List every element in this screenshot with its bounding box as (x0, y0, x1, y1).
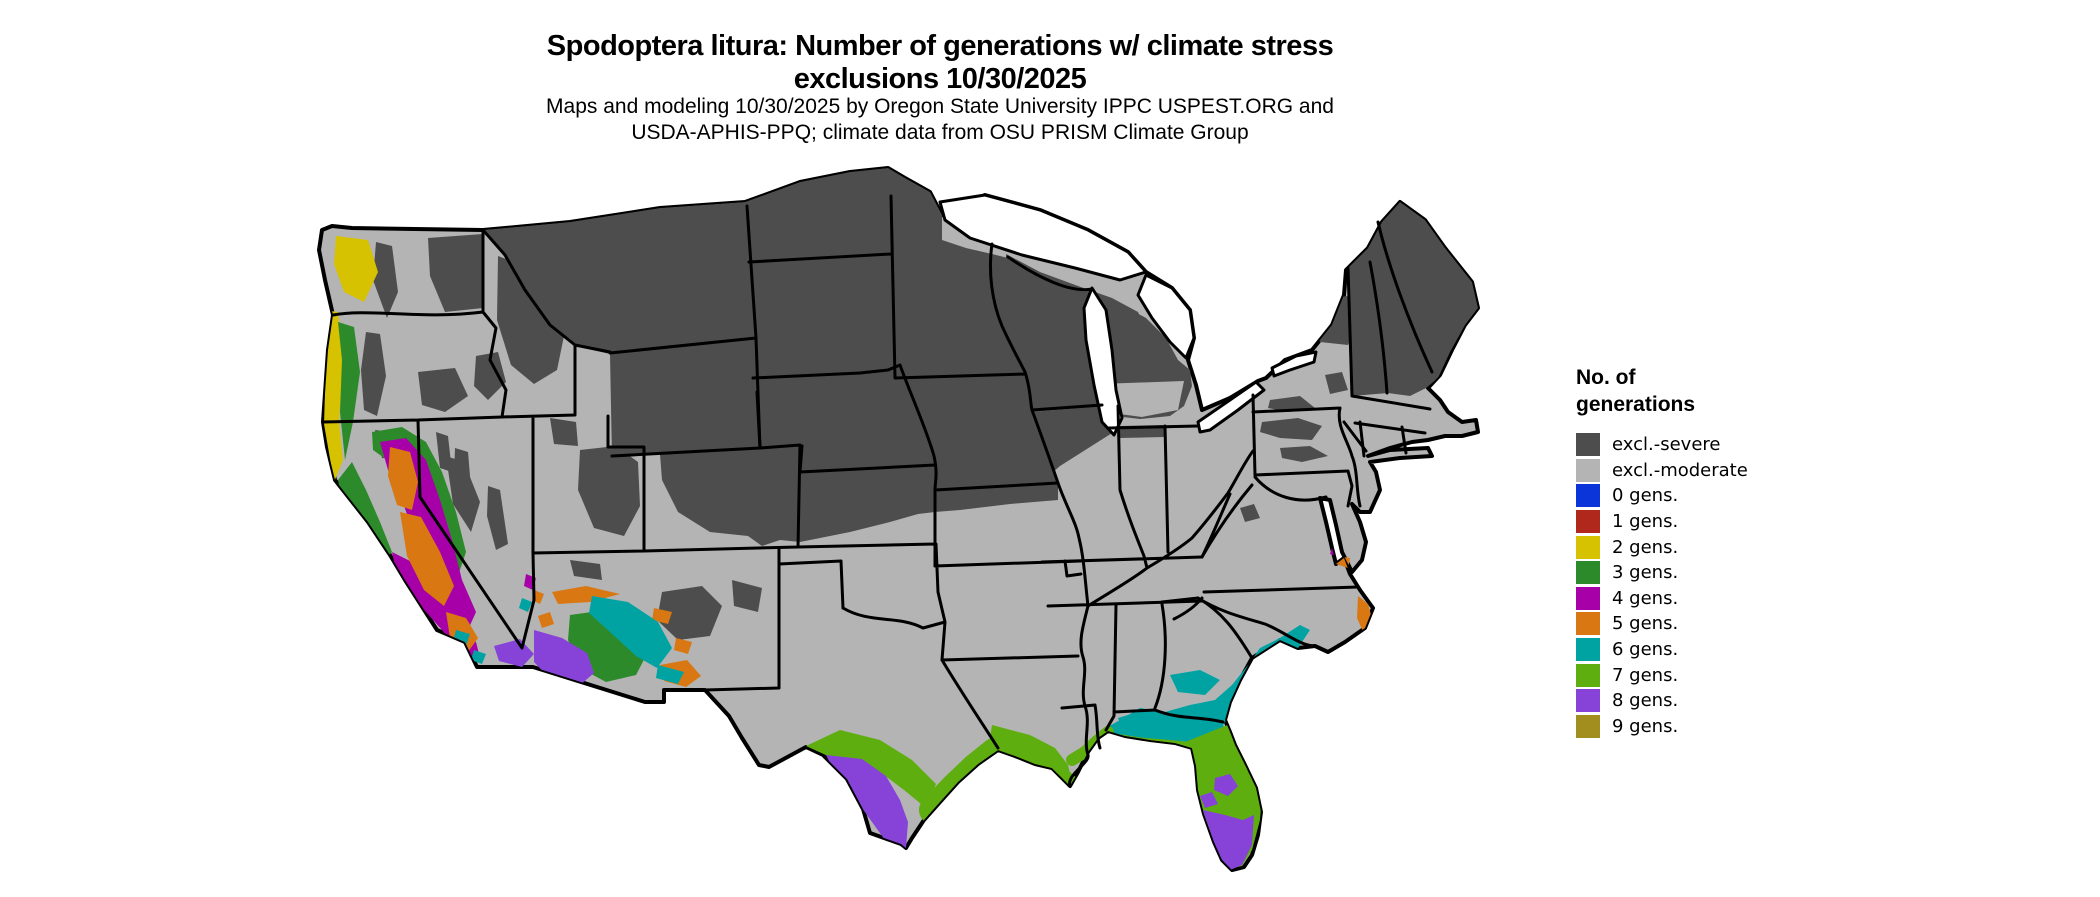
puget-sound (346, 246, 366, 290)
legend-swatch (1576, 638, 1600, 662)
zone-5-gens (388, 447, 1373, 870)
lake-huron (1136, 273, 1196, 360)
us-map-svg (317, 166, 1480, 872)
legend-swatch (1576, 612, 1600, 636)
map-title-line2: exclusions 10/30/2025 (793, 63, 1087, 95)
legend-item-label: 7 gens. (1612, 664, 1679, 686)
legend-item-label: 8 gens. (1612, 690, 1679, 712)
legend-swatch (1576, 663, 1600, 687)
legend-title-line2: generations (1576, 393, 1696, 416)
legend-title-line1: No. of (1576, 366, 1636, 389)
legend-item: 7 gens. (1576, 662, 1836, 688)
map-subtitle-line2: USDA-APHIS-PPQ; climate data from OSU PR… (631, 121, 1249, 144)
us-outline (317, 166, 1480, 872)
lake-superior (938, 193, 1148, 282)
legend-items: excl.-severe excl.-moderate 0 gens. 1 gens.… (1576, 432, 1836, 739)
zone-2-gens (324, 236, 378, 482)
legend-swatch (1576, 484, 1600, 508)
legend-item-label: 0 gens. (1612, 485, 1679, 507)
legend-item-label: excl.-severe (1612, 434, 1721, 456)
map-legend: No. of generations excl.-severe excl.-mod… (1576, 364, 1836, 739)
state-borders (321, 194, 1434, 788)
lake-erie (1196, 380, 1266, 434)
legend-swatch (1576, 510, 1600, 534)
legend-item: 9 gens. (1576, 714, 1836, 740)
legend-swatch (1576, 433, 1600, 457)
zone-1-gen (322, 294, 327, 300)
legend-item-label: excl.-moderate (1612, 459, 1748, 481)
zone-9-gens (875, 836, 884, 844)
legend-swatch (1576, 458, 1600, 482)
legend-swatch (1576, 586, 1600, 610)
legend-swatch (1576, 561, 1600, 585)
lake-michigan (1082, 286, 1124, 437)
map-title: Spodoptera litura: Number of generations… (0, 30, 1880, 96)
michigan-south-moderate (1100, 381, 1184, 417)
legend-swatch (1576, 714, 1600, 738)
zone-4-gens (380, 438, 1338, 662)
legend-item-label: 4 gens. (1612, 587, 1679, 609)
legend-swatch (1576, 689, 1600, 713)
legend-item: 0 gens. (1576, 483, 1836, 509)
zone-3-gens (338, 322, 648, 682)
map-title-line1: Spodoptera litura: Number of generations… (546, 30, 1334, 62)
legend-item: 1 gens. (1576, 509, 1836, 535)
legend-item-label: 5 gens. (1612, 613, 1679, 635)
us-generations-map (240, 160, 1560, 892)
legend-item-label: 9 gens. (1612, 715, 1679, 737)
legend-item: excl.-moderate (1576, 458, 1836, 484)
legend-item: 2 gens. (1576, 534, 1836, 560)
legend-item: excl.-severe (1576, 432, 1836, 458)
legend-item: 6 gens. (1576, 637, 1836, 663)
legend-title: No. of generations (1576, 364, 1836, 418)
legend-item-label: 1 gens. (1612, 511, 1679, 533)
legend-item: 8 gens. (1576, 688, 1836, 714)
generation-zones (322, 236, 1373, 870)
zone-6-gens (453, 596, 1348, 745)
legend-item-label: 2 gens. (1612, 536, 1679, 558)
us-landmass (317, 166, 1480, 872)
zone-7-gens (806, 722, 1262, 868)
legend-item: 4 gens. (1576, 586, 1836, 612)
map-subtitle-line1: Maps and modeling 10/30/2025 by Oregon S… (546, 95, 1334, 118)
great-lakes (346, 193, 1318, 437)
legend-swatch (1576, 535, 1600, 559)
map-subtitle: Maps and modeling 10/30/2025 by Oregon S… (0, 94, 1880, 146)
legend-item-label: 6 gens. (1612, 639, 1679, 661)
legend-item: 3 gens. (1576, 560, 1836, 586)
zone-excl-severe (339, 168, 1478, 640)
legend-item: 5 gens. (1576, 611, 1836, 637)
zone-8-gens (494, 630, 1254, 870)
legend-item-label: 3 gens. (1612, 562, 1679, 584)
lake-ontario (1270, 350, 1318, 378)
